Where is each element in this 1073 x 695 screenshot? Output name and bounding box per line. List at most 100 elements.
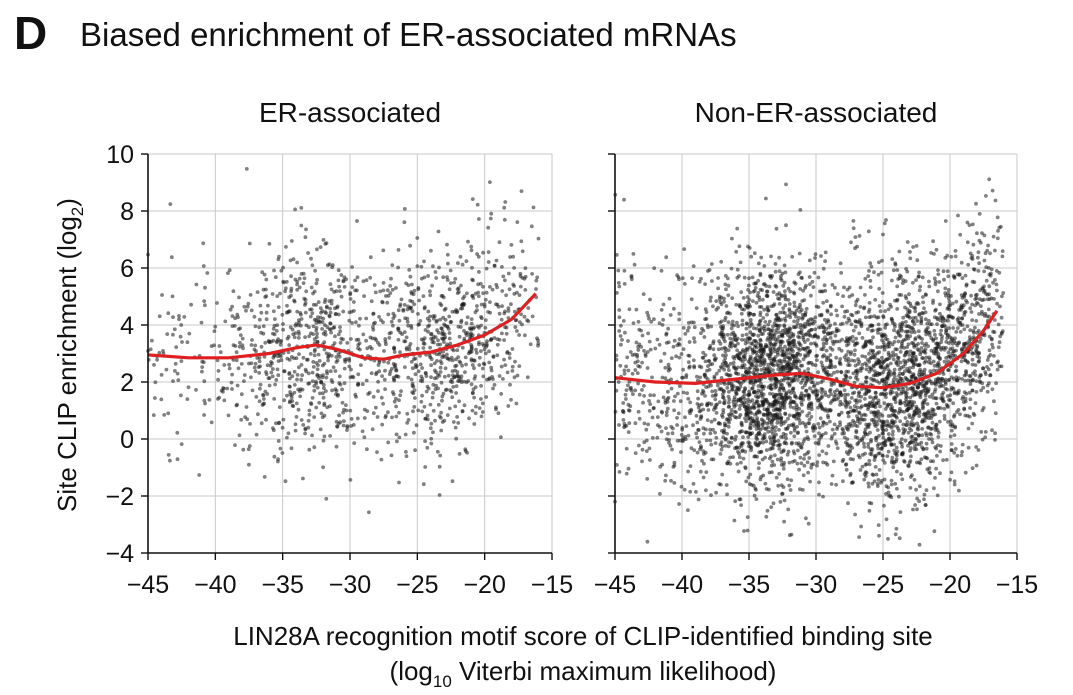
scatter-point (310, 433, 314, 438)
scatter-point (454, 363, 459, 368)
scatter-point (742, 393, 747, 397)
scatter-point (885, 424, 890, 428)
scatter-point (868, 278, 873, 283)
scatter-point (722, 428, 727, 432)
scatter-point (964, 391, 969, 396)
scatter-point (230, 387, 234, 391)
scatter-point (519, 312, 523, 317)
scatter-point (439, 361, 444, 366)
scatter-point (993, 248, 997, 253)
scatter-point (905, 420, 910, 424)
scatter-point (259, 310, 264, 315)
scatter-point (311, 324, 316, 329)
scatter-point (259, 344, 264, 349)
scatter-point (877, 433, 881, 438)
scatter-point (961, 395, 965, 399)
scatter-point (397, 410, 401, 415)
scatter-point (394, 404, 398, 409)
scatter-point (726, 444, 731, 449)
scatter-point (407, 347, 412, 352)
scatter-point (884, 376, 889, 381)
scatter-point (770, 459, 775, 464)
scatter-point (711, 347, 716, 352)
scatter-point (436, 402, 441, 407)
scatter-point (253, 369, 258, 374)
scatter-point (253, 324, 258, 329)
scatter-point (326, 355, 330, 360)
scatter-point (967, 335, 972, 340)
scatter-point (868, 356, 873, 361)
scatter-point (488, 180, 492, 185)
scatter-point (201, 360, 206, 365)
scatter-point (417, 298, 421, 303)
scatter-point (396, 308, 401, 313)
scatter-point (409, 326, 414, 330)
scatter-point (324, 351, 329, 356)
scatter-point (244, 405, 249, 409)
scatter-point (823, 431, 828, 435)
scatter-point (701, 426, 706, 431)
scatter-point (377, 315, 381, 319)
scatter-point (735, 353, 740, 358)
scatter-point (414, 423, 419, 428)
scatter-point (389, 367, 394, 371)
scatter-point (714, 435, 719, 440)
scatter-point (954, 299, 959, 304)
scatter-point (318, 315, 323, 320)
scatter-point (977, 340, 982, 344)
scatter-point (877, 451, 882, 456)
scatter-point (898, 350, 903, 354)
scatter-point (862, 305, 867, 310)
scatter-point (882, 503, 886, 508)
scatter-point (279, 268, 284, 273)
panel-letter: D (14, 7, 48, 59)
scatter-point (748, 345, 752, 350)
scatter-point (380, 422, 385, 427)
scatter-point (433, 335, 438, 340)
scatter-point (412, 388, 417, 392)
scatter-point (965, 324, 970, 329)
scatter-point (921, 389, 925, 393)
scatter-point (924, 488, 929, 493)
scatter-point (436, 338, 440, 343)
scatter-point (826, 444, 831, 448)
scatter-point (398, 350, 402, 354)
scatter-point (379, 395, 384, 400)
scatter-point (288, 399, 292, 404)
scatter-point (894, 445, 899, 450)
scatter-point (795, 365, 799, 370)
scatter-point (380, 374, 384, 378)
scatter-point (257, 325, 262, 330)
scatter-point (706, 408, 711, 412)
scatter-point (293, 428, 298, 433)
scatter-point (622, 371, 627, 376)
scatter-point (946, 296, 951, 301)
scatter-point (970, 388, 975, 393)
scatter-point (515, 220, 520, 225)
scatter-point (932, 529, 937, 534)
scatter-point (848, 409, 853, 414)
scatter-point (881, 431, 885, 436)
scatter-point (682, 487, 687, 492)
scatter-point (807, 411, 812, 415)
scatter-point (315, 277, 319, 282)
scatter-point (989, 267, 994, 272)
scatter-point (726, 394, 731, 399)
scatter-point (334, 289, 339, 294)
scatter-point (853, 235, 858, 240)
scatter-point (447, 314, 452, 319)
scatter-point (801, 473, 806, 478)
scatter-point (872, 270, 876, 275)
scatter-point (912, 400, 917, 405)
scatter-point (492, 264, 497, 268)
scatter-point (381, 401, 385, 406)
scatter-point (842, 435, 847, 440)
scatter-point (992, 318, 997, 322)
scatter-point (798, 455, 803, 460)
scatter-point (934, 446, 939, 451)
scatter-point (480, 410, 485, 414)
scatter-point (851, 219, 856, 223)
scatter-point (854, 341, 859, 346)
scatter-point (242, 379, 246, 383)
scatter-point (945, 269, 950, 274)
